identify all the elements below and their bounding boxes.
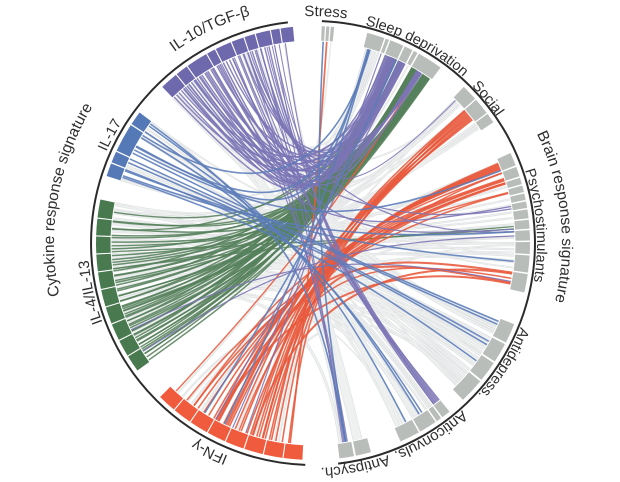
svg-text:Antipsych.: Antipsych. <box>320 451 392 481</box>
svg-text:Stress: Stress <box>304 3 348 23</box>
